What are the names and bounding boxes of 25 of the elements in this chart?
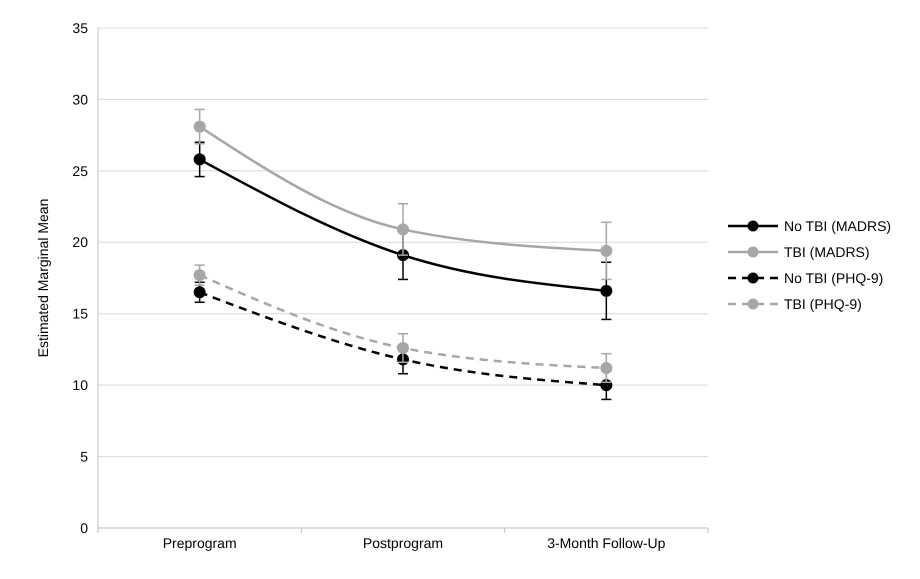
x-tick-label: 3-Month Follow-Up: [547, 535, 666, 551]
y-tick-label: 0: [80, 520, 88, 536]
y-tick-label: 20: [72, 234, 88, 250]
y-tick-label: 5: [80, 448, 88, 464]
y-tick-label: 15: [72, 306, 88, 322]
point: [194, 153, 206, 166]
legend-label: TBI (MADRS): [784, 244, 870, 260]
y-tick-label: 30: [72, 91, 88, 108]
y-tick-label: 10: [72, 377, 88, 394]
legend-label: TBI (PHQ-9): [784, 296, 862, 312]
point: [397, 223, 409, 236]
point: [600, 284, 612, 297]
legend-label: No TBI (MADRS): [784, 218, 892, 234]
y-tick-label: 35: [72, 20, 88, 36]
point: [397, 342, 409, 354]
x-tick-label: Postprogram: [362, 535, 444, 551]
point: [600, 244, 612, 257]
point: [600, 362, 612, 374]
point: [194, 269, 206, 282]
point: [194, 286, 206, 298]
y-axis-title: Estimated Marginal Mean: [35, 198, 51, 358]
x-tick-label: Preprogram: [162, 535, 237, 551]
y-tick-label: 25: [72, 162, 88, 179]
point: [194, 120, 206, 133]
legend-label: No TBI (PHQ-9): [784, 270, 884, 286]
